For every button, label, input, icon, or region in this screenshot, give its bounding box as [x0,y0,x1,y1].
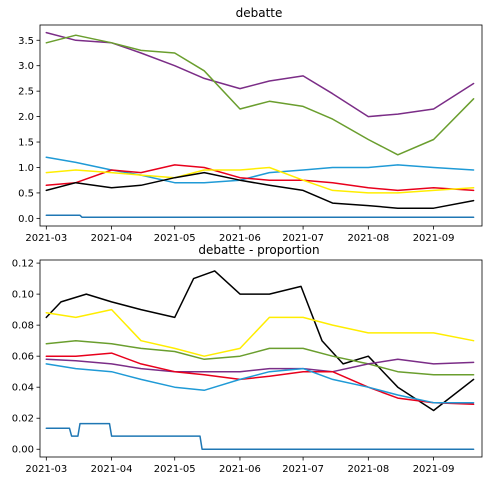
series-line-5 [45,171,475,209]
y-axis: 0.00 0.02 0.04 0.06 0.08 0.10 0.12 [12,259,40,456]
y-tick-label: 0.0 [18,214,34,225]
chart-debatte-proportion: debatte - proportion 2021-03 2021-04 2021-… [12,243,483,475]
y-tick-label: 0.08 [12,321,34,332]
series-line-4 [45,352,475,406]
y-tick-label: 2.5 [18,87,34,98]
y-tick-label: 0.5 [18,188,34,199]
y-tick-label: 0.10 [12,290,34,301]
y-tick-label: 0.04 [12,383,34,394]
series-line-4 [45,166,475,194]
x-tick-label: 2021-08 [347,233,389,244]
x-tick-label: 2021-06 [219,233,261,244]
x-axis: 2021-03 2021-04 2021-05 2021-06 2021-07 2021-… [25,226,454,244]
plot-frame [39,24,483,227]
series-line-3 [45,164,475,192]
x-tick-label: 2021-03 [25,233,67,244]
x-tick-label: 2021-09 [413,233,455,244]
series-line-2 [45,339,475,376]
x-tick-label: 2021-05 [154,464,196,475]
series-line-5 [45,363,475,404]
y-tick-label: 0.06 [12,352,34,363]
x-tick-label: 2021-05 [154,233,196,244]
chart-title: debatte [236,6,283,20]
series-line-1 [45,308,475,357]
x-tick-label: 2021-08 [347,464,389,475]
y-tick-label: 0.00 [12,445,34,456]
series-line-6 [45,214,475,219]
x-tick-label: 2021-09 [413,464,455,475]
series-line-1 [45,34,475,156]
x-tick-label: 2021-06 [219,464,261,475]
y-tick-label: 0.02 [12,414,34,425]
y-tick-label: 0.12 [12,259,34,270]
y-tick-label: 3.0 [18,61,34,72]
x-tick-label: 2021-07 [282,233,324,244]
series-line-6 [45,422,475,450]
series-layer [45,270,475,450]
series-line-0 [45,270,475,412]
plot-frame [39,259,483,458]
y-tick-label: 1.0 [18,163,34,174]
y-tick-label: 1.5 [18,138,34,149]
x-tick-label: 2021-07 [282,464,324,475]
series-line-3 [45,358,475,373]
chart-title: debatte - proportion [198,243,319,257]
y-tick-label: 3.5 [18,36,34,47]
chart-debatte: debatte 2021-03 2021-04 2021-05 2021-06 2021… [18,6,483,244]
y-axis: 0.0 0.5 1.0 1.5 2.0 2.5 3.0 3.5 [18,36,40,225]
x-axis: 2021-03 2021-04 2021-05 2021-06 2021-07 2021-… [25,457,454,475]
x-tick-label: 2021-04 [91,233,133,244]
x-tick-label: 2021-04 [91,464,133,475]
series-layer [45,31,475,219]
x-tick-label: 2021-03 [25,464,67,475]
y-tick-label: 2.0 [18,112,34,123]
